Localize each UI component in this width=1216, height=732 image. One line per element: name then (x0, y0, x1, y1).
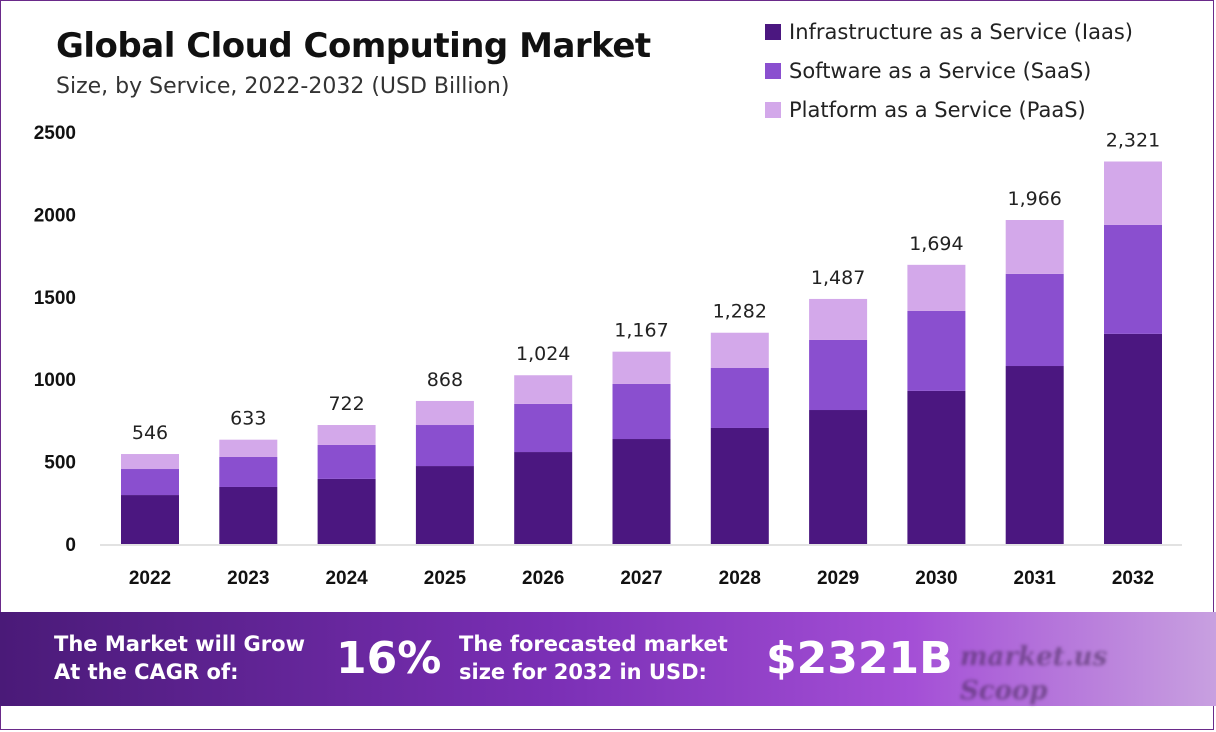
watermark-line2: Scoop (960, 676, 1048, 706)
bar-segment-saas (710, 367, 769, 428)
stacked-bar-chart: 0 500 1000 1500 2000 2500 546 2022 633 2023 722 202… (34, 123, 1182, 589)
bar-segment-paas (317, 425, 376, 445)
legend-swatch-iaas (765, 23, 781, 40)
bar-segment-paas (710, 332, 769, 368)
bar-segment-paas (612, 351, 671, 384)
legend-item-paas: Platform as a Service (PaaS) (765, 90, 1133, 129)
x-tick-label: 2025 (424, 568, 467, 589)
x-tick-label: 2027 (620, 568, 662, 589)
bar-segment-iaas (219, 486, 278, 544)
watermark-line1: market.us (960, 642, 1108, 672)
chart-subtitle: Size, by Service, 2022-2032 (USD Billion… (56, 74, 510, 99)
total-data-label: 1,167 (614, 320, 668, 342)
x-tick-label: 2028 (719, 568, 761, 589)
cagr-label-line2: At the CAGR of: (54, 660, 239, 684)
bar-segment-iaas (121, 495, 179, 544)
total-data-label: 546 (132, 422, 168, 444)
bar-segment-saas (514, 403, 573, 453)
y-tick-label: 500 (44, 453, 76, 474)
total-data-label: 1,282 (713, 301, 767, 323)
total-data-label: 1,487 (811, 267, 865, 289)
bar-segment-paas (1005, 220, 1064, 274)
bar-segment-paas (121, 454, 179, 470)
legend-label-paas: Platform as a Service (PaaS) (789, 97, 1086, 122)
x-tick-label: 2032 (1112, 568, 1154, 589)
y-tick-label: 1000 (34, 370, 76, 391)
bar-segment-paas (219, 439, 278, 457)
legend-item-saas: Software as a Service (SaaS) (765, 51, 1133, 90)
y-tick-label: 1500 (34, 288, 76, 309)
bar-segment-saas (121, 469, 179, 496)
bar-segment-iaas (317, 478, 376, 544)
y-tick-label: 2000 (34, 205, 76, 226)
bar-segment-saas (317, 444, 376, 479)
total-data-label: 2,321 (1106, 129, 1160, 151)
legend-swatch-saas (765, 62, 781, 79)
legend: Infrastructure as a Service (Iaas) Softw… (765, 12, 1133, 129)
y-tick-label: 0 (65, 535, 76, 556)
forecast-label: The forecasted market size for 2032 in U… (459, 630, 728, 686)
chart-title: Global Cloud Computing Market (56, 26, 651, 66)
bar-segment-paas (1104, 161, 1162, 225)
x-tick-label: 2022 (129, 568, 171, 589)
bar-segment-iaas (1104, 333, 1162, 544)
x-tick-label: 2029 (817, 568, 859, 589)
legend-swatch-paas (765, 101, 781, 118)
cagr-value: 16% (336, 633, 442, 684)
bar-segment-iaas (1005, 366, 1064, 544)
x-tick-label: 2031 (1014, 568, 1057, 589)
y-tick-label: 2500 (34, 123, 76, 144)
cagr-label: The Market will Grow At the CAGR of: (54, 630, 305, 686)
bar-segment-saas (415, 425, 474, 467)
x-tick-label: 2023 (227, 568, 269, 589)
bar-segment-paas (415, 400, 474, 426)
bar-segment-saas (612, 383, 671, 440)
x-tick-label: 2024 (325, 568, 368, 589)
forecast-label-line1: The forecasted market (459, 632, 728, 656)
bar-segment-paas (907, 264, 966, 311)
cagr-label-line1: The Market will Grow (54, 632, 305, 656)
x-tick-label: 2026 (522, 568, 564, 589)
total-data-label: 868 (427, 369, 463, 391)
forecast-value: $2321B (766, 633, 953, 684)
bar-segment-saas (1104, 224, 1162, 334)
bar-segment-saas (1005, 273, 1064, 367)
bar-segment-saas (219, 456, 278, 487)
summary-banner: The Market will Grow At the CAGR of: 16%… (0, 612, 1216, 706)
total-data-label: 633 (230, 408, 266, 430)
bar-segment-iaas (907, 390, 966, 544)
bar-segment-saas (809, 339, 868, 411)
total-data-label: 722 (328, 393, 364, 415)
bar-segment-iaas (415, 466, 474, 544)
legend-label-saas: Software as a Service (SaaS) (789, 58, 1092, 83)
bar-segment-paas (514, 375, 573, 404)
legend-label-iaas: Infrastructure as a Service (Iaas) (789, 19, 1133, 44)
bar-segment-iaas (514, 452, 573, 544)
bar-segment-saas (907, 310, 966, 391)
x-tick-label: 2030 (915, 568, 957, 589)
bar-segment-iaas (612, 439, 671, 544)
total-data-label: 1,694 (909, 233, 963, 255)
bar-segment-iaas (710, 427, 769, 544)
forecast-label-line2: size for 2032 in USD: (459, 660, 707, 684)
bar-segment-iaas (809, 410, 868, 544)
legend-item-iaas: Infrastructure as a Service (Iaas) (765, 12, 1133, 51)
total-data-label: 1,024 (516, 343, 570, 365)
total-data-label: 1,966 (1007, 188, 1061, 210)
watermark-logo: market.us Scoop (960, 640, 1210, 720)
bar-segment-paas (809, 298, 868, 340)
